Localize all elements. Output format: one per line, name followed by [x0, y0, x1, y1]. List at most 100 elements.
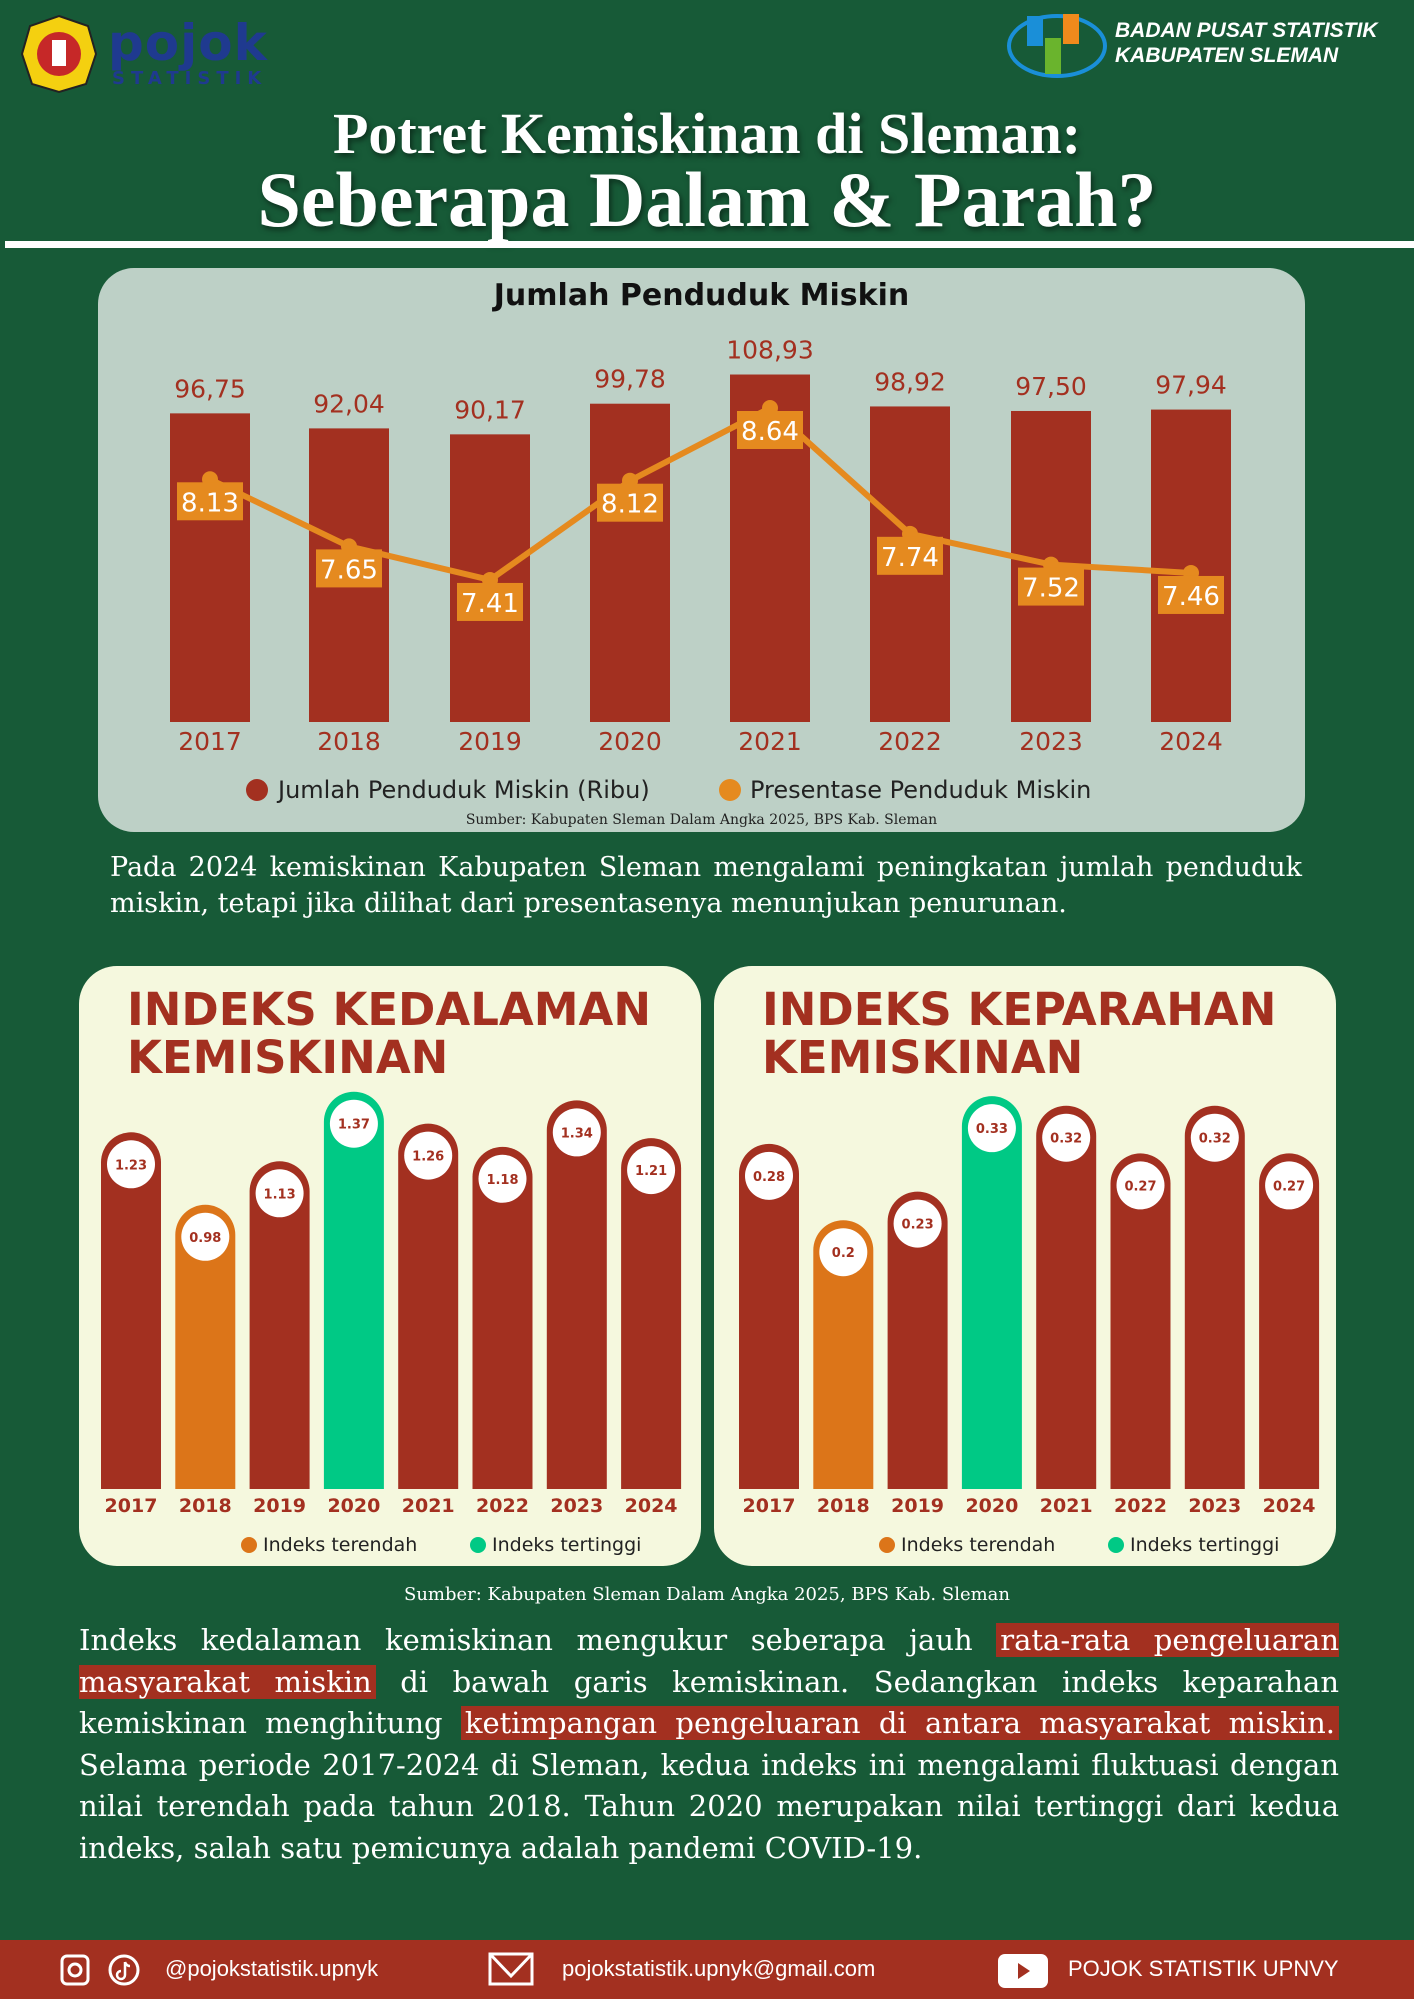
- email-address[interactable]: pojokstatistik.upnyk@gmail.com: [562, 1956, 876, 1981]
- year-tick-label: 2021: [738, 727, 802, 756]
- bar-value-label: 97,50: [1015, 372, 1087, 401]
- depth-index-title: INDEKS KEDALAMAN KEMISKINAN: [127, 983, 652, 1084]
- index-value-label: 0.27: [1124, 1179, 1156, 1194]
- index-bar: [1259, 1153, 1320, 1489]
- value-bubble: [552, 1108, 601, 1157]
- summary-paragraph: Pada 2024 kemiskinan Kabupaten Sleman me…: [110, 852, 1302, 919]
- line-value-label: 8.64: [741, 417, 799, 447]
- value-bubble: [478, 1154, 527, 1203]
- index-bar: [472, 1146, 533, 1489]
- divider: [5, 241, 1414, 248]
- year-tick-label: 2017: [743, 1495, 796, 1517]
- index-value-label: 0.32: [1199, 1132, 1231, 1147]
- index-value-label: 1.37: [338, 1118, 370, 1133]
- year-tick-label: 2019: [253, 1495, 306, 1517]
- year-tick-label: 2023: [550, 1495, 603, 1517]
- tiktok-icon[interactable]: [108, 1954, 140, 1986]
- value-bubble: [819, 1228, 868, 1277]
- value-bubble: [1190, 1113, 1239, 1162]
- bps-logo: [1007, 14, 1107, 78]
- index-value-label: 0.27: [1273, 1179, 1305, 1194]
- bar-value-label: 98,92: [874, 367, 946, 396]
- index-value-label: 1.34: [561, 1126, 593, 1141]
- index-bar: [1184, 1105, 1245, 1489]
- year-tick-label: 2024: [1159, 727, 1223, 756]
- legend-marker-low: [241, 1537, 257, 1553]
- line-label-box: [1158, 575, 1224, 614]
- index-bar: [887, 1191, 948, 1489]
- youtube-icon[interactable]: [998, 1954, 1048, 1988]
- bar-value-label: 99,78: [594, 365, 666, 394]
- legend-label-high: Indeks tertinggi: [492, 1534, 641, 1556]
- value-bubble: [627, 1146, 676, 1195]
- line-label-box: [177, 482, 243, 521]
- value-bubble: [745, 1151, 793, 1200]
- mail-icon[interactable]: [488, 1952, 534, 1986]
- legend-label-low: Indeks terendah: [901, 1534, 1055, 1556]
- index-value-label: 1.23: [115, 1158, 147, 1173]
- legend-label-high: Indeks tertinggi: [1130, 1534, 1279, 1556]
- social-handle[interactable]: @pojokstatistik.upnyk: [165, 1956, 379, 1981]
- index-value-label: 1.13: [264, 1187, 296, 1202]
- university-emblem-logo: [20, 14, 98, 94]
- value-bubble: [255, 1169, 304, 1218]
- poverty-count-chart: 96,75 2017 92,04 2018 90,17 2019 99,78 2020 108,…: [170, 336, 1231, 804]
- line-value-label: 7.74: [881, 543, 939, 573]
- line-value-label: 7.41: [461, 589, 519, 619]
- line-value-label: 7.52: [1022, 574, 1080, 604]
- line-value-label: 8.13: [181, 488, 239, 518]
- line-label-box: [737, 411, 803, 449]
- line-label-box: [457, 582, 523, 621]
- value-bubble: [107, 1140, 155, 1189]
- legend-label-bar: Jumlah Penduduk Miskin (Ribu): [276, 776, 650, 804]
- legend-marker-bar: [246, 779, 268, 801]
- instagram-icon[interactable]: [60, 1954, 90, 1986]
- year-tick-label: 2022: [476, 1495, 529, 1517]
- bps-line1: BADAN PUSAT STATISTIK: [1115, 19, 1378, 42]
- bar: [590, 403, 670, 722]
- value-bubble: [329, 1099, 378, 1148]
- index-bar: [961, 1096, 1022, 1489]
- bar-value-label: 92,04: [313, 389, 385, 418]
- index-value-label: 0.33: [976, 1122, 1008, 1137]
- value-bubble: [1116, 1161, 1165, 1210]
- line-value-label: 7.46: [1162, 582, 1220, 612]
- year-tick-label: 2017: [178, 727, 242, 756]
- year-tick-label: 2022: [1114, 1495, 1167, 1517]
- year-tick-label: 2021: [402, 1495, 455, 1517]
- youtube-channel[interactable]: POJOK STATISTIK UPNVY: [1068, 1956, 1339, 1981]
- value-bubble: [1042, 1113, 1091, 1162]
- index-bar: [323, 1091, 384, 1489]
- line-label-box: [316, 549, 382, 588]
- year-tick-label: 2022: [878, 727, 942, 756]
- chart-source: Sumber: Kabupaten Sleman Dalam Angka 202…: [465, 812, 938, 828]
- value-bubble: [181, 1212, 230, 1261]
- year-tick-label: 2018: [317, 727, 381, 756]
- index-bar: [249, 1161, 310, 1489]
- year-tick-label: 2020: [598, 727, 662, 756]
- year-tick-label: 2018: [817, 1495, 870, 1517]
- index-value-label: 1.26: [412, 1150, 444, 1165]
- bar: [170, 413, 250, 722]
- value-bubble: [893, 1199, 942, 1248]
- index-bar: [175, 1204, 236, 1489]
- index-bar: [398, 1123, 459, 1489]
- line-label-box: [597, 483, 663, 522]
- severity-index-title: INDEKS KEPARAHAN KEMISKINAN: [762, 983, 1277, 1084]
- index-bar: [101, 1132, 161, 1489]
- year-tick-label: 2023: [1019, 727, 1083, 756]
- value-bubble: [404, 1131, 453, 1180]
- legend-marker-low: [879, 1537, 895, 1553]
- legend-label-low: Indeks terendah: [263, 1534, 417, 1556]
- chart-title: Jumlah Penduduk Miskin: [493, 278, 910, 313]
- legend-label-line: Presentase Penduduk Miskin: [750, 776, 1091, 804]
- index-charts: 1.23 2017 0.98 2018 1.13 2019 1.37 2020 1.26 2021…: [101, 1091, 1320, 1556]
- bar-value-label: 90,17: [454, 395, 526, 424]
- index-bar: [1110, 1153, 1171, 1489]
- year-tick-label: 2019: [891, 1495, 944, 1517]
- value-bubble: [967, 1104, 1016, 1153]
- year-tick-label: 2023: [1188, 1495, 1241, 1517]
- index-bar: [1036, 1105, 1097, 1489]
- index-value-label: 0.23: [902, 1218, 934, 1233]
- explanation-paragraph: Indeks kedalaman kemiskinan mengukur seb…: [79, 1623, 1339, 1865]
